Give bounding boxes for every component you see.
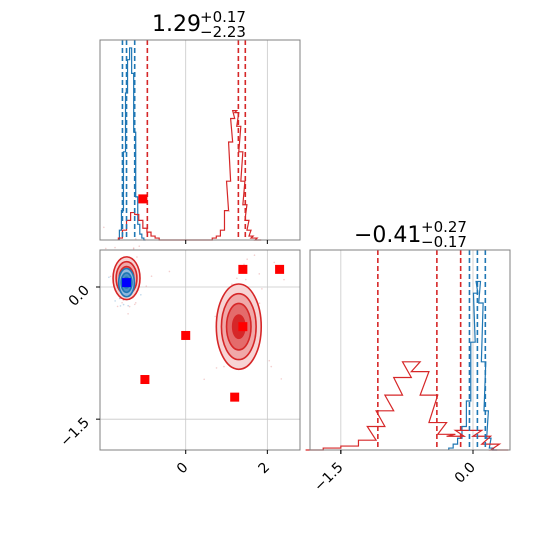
- sample-red-1-38: [280, 378, 283, 380]
- title-2-value: −0.41: [354, 223, 421, 248]
- hist2-red-series: [305, 361, 509, 451]
- sample-red-1-21: [236, 277, 238, 280]
- sample-red-0-55: [116, 305, 119, 308]
- xtick-label-param2-0: −1.5: [311, 460, 346, 495]
- sample-red-1-33: [246, 258, 248, 261]
- sample-red-0-38: [121, 301, 123, 304]
- sample-red-1-48: [258, 302, 261, 304]
- sample-red-0-47: [133, 303, 136, 306]
- red-marker-4: [238, 322, 248, 332]
- sample-red-1-9: [214, 315, 217, 318]
- sample-red-0-26: [150, 275, 153, 277]
- sample-red-1-3: [258, 273, 261, 275]
- hist2-frame: [309, 249, 511, 451]
- sample-red-1-6: [215, 367, 218, 369]
- sample-red-1-0: [268, 359, 271, 362]
- sample-blue-9: [140, 294, 142, 296]
- histogram-param-2: [305, 249, 511, 454]
- red-marker-2: [275, 264, 285, 274]
- scatter-param-1-vs-param-2: [99, 194, 301, 451]
- tick-labels: 0 2 −1.5 0.0 −1.5 0.0: [57, 283, 478, 495]
- sample-blue-30: [122, 303, 125, 306]
- sample-red-1-2: [228, 210, 230, 213]
- hist1-blue-series: [118, 47, 146, 241]
- sample-red-0-59: [134, 302, 137, 304]
- sample-red-0-0: [168, 270, 171, 273]
- blue-marker-0: [122, 278, 132, 288]
- sample-red-0-31: [145, 285, 148, 287]
- sample-blue-0: [127, 304, 129, 307]
- sample-red-0-32: [128, 305, 131, 308]
- sample-red-1-45: [223, 365, 225, 368]
- sample-red-0-54: [136, 256, 138, 258]
- sample-red-1-46: [273, 261, 276, 264]
- sample-red-1-10: [261, 288, 263, 290]
- sample-red-0-53: [144, 238, 147, 241]
- sample-red-0-21: [104, 247, 107, 250]
- title-1-plus: +0.17: [200, 8, 246, 26]
- red-marker-0: [138, 194, 148, 204]
- title-2-minus: −0.17: [421, 233, 467, 251]
- sample-blue-28: [108, 276, 110, 279]
- sample-red-0-29: [103, 226, 105, 229]
- sample-red-0-23: [114, 246, 116, 249]
- title-1-minus: −2.23: [200, 23, 246, 41]
- sample-red-0-34: [138, 245, 141, 248]
- sample-red-1-52: [231, 283, 233, 285]
- title-2-plus: +0.27: [421, 218, 467, 236]
- sample-red-1-19: [283, 278, 285, 281]
- title-param-2: −0.41 +0.27 −0.17: [354, 218, 467, 251]
- title-1-value: 1.29: [152, 12, 201, 37]
- xtick-label-param1-0: 0: [174, 460, 192, 478]
- red-marker-3: [181, 330, 191, 340]
- sample-red-0-30: [134, 238, 137, 240]
- xtick-label-param1-1: 2: [256, 460, 274, 478]
- sample-red-1-18: [244, 278, 247, 281]
- sample-red-1-58: [243, 263, 245, 266]
- sample-red-1-26: [203, 378, 205, 381]
- histogram-param-1: [99, 39, 301, 244]
- red-marker-5: [140, 375, 150, 385]
- sample-red-0-58: [132, 247, 135, 249]
- sample-blue-18: [119, 305, 122, 307]
- xtick-label-param2-1: 0.0: [452, 460, 479, 487]
- sample-red-1-36: [270, 365, 273, 368]
- scatter-frame: [99, 249, 301, 451]
- hist1-frame: [99, 39, 301, 241]
- red-marker-6: [230, 392, 240, 402]
- title-param-1: 1.29 +0.17 −2.23: [152, 8, 246, 41]
- sample-red-1-44: [253, 254, 256, 257]
- sample-red-0-5: [127, 312, 129, 315]
- ytick-label-param2-1: 0.0: [66, 283, 93, 310]
- sample-blue-10: [114, 300, 116, 302]
- red-marker-1: [238, 264, 248, 274]
- ytick-label-param2-0: −1.5: [57, 415, 92, 450]
- hist1-red-series: [117, 110, 262, 241]
- sample-red-0-15: [109, 275, 112, 278]
